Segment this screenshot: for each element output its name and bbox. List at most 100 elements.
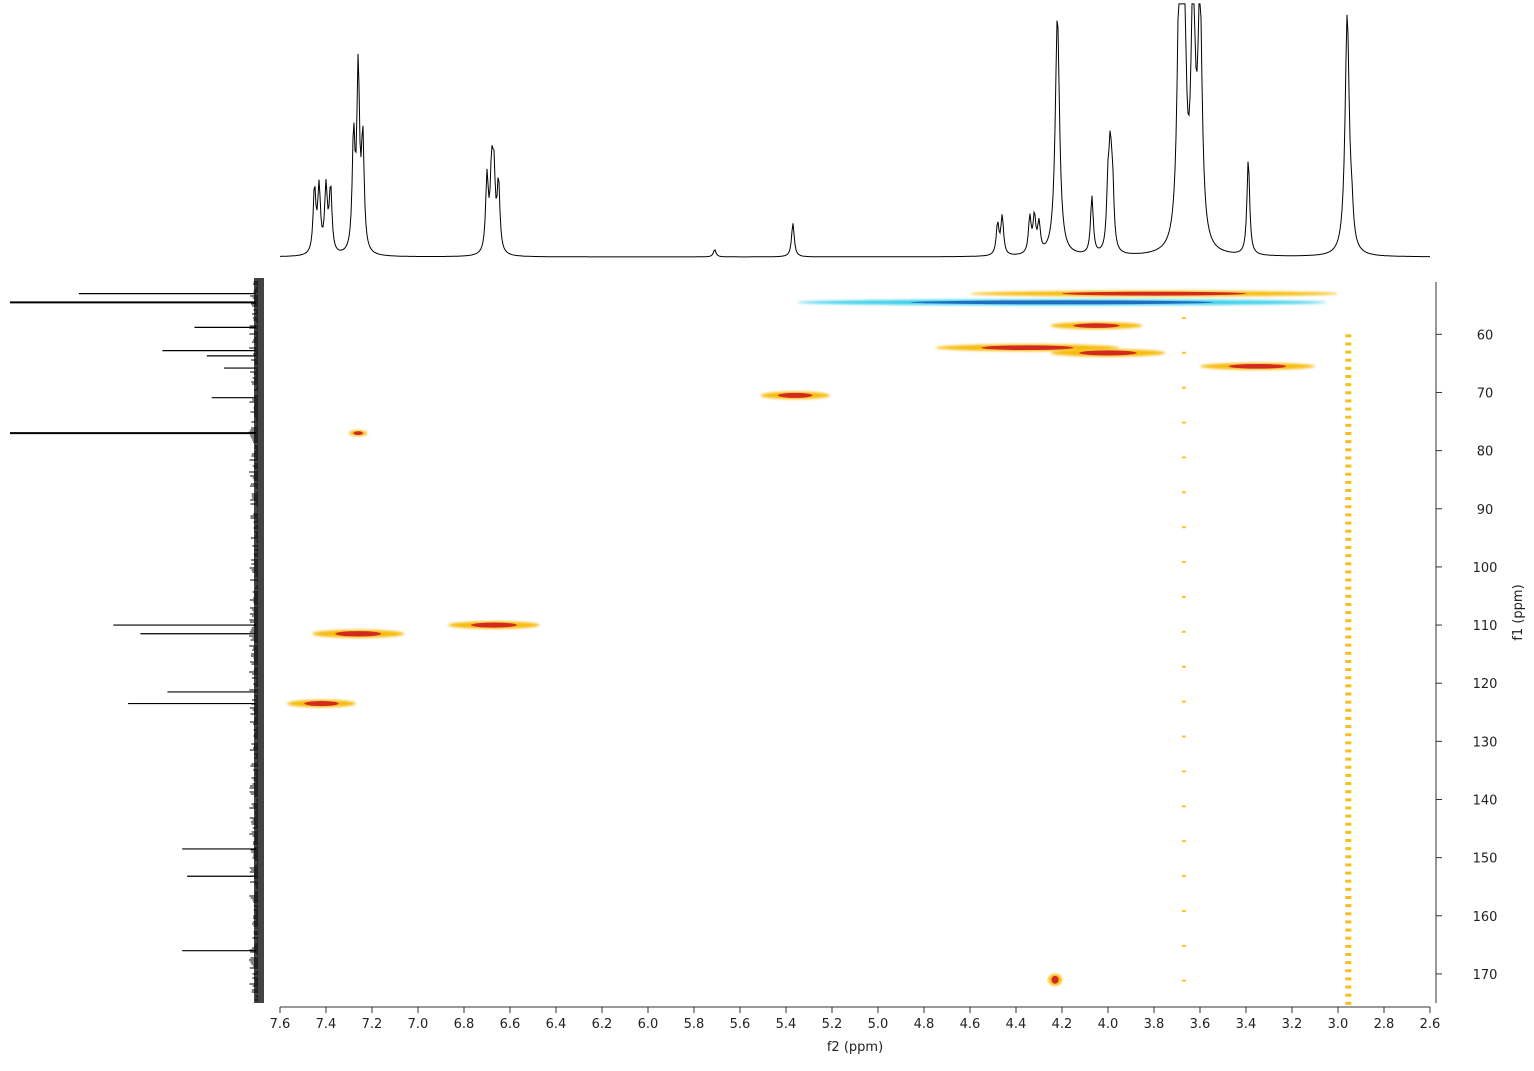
cross-peak-core — [353, 431, 363, 436]
x-tick-label: 6.8 — [454, 1017, 475, 1032]
t1-noise-dash — [1345, 578, 1352, 582]
cross-peak-core — [1228, 363, 1287, 369]
t1-noise-dash — [1345, 733, 1352, 737]
t1-noise-dash — [1345, 871, 1352, 875]
cross-peak — [1048, 973, 1062, 986]
t1-noise-dash — [1345, 659, 1352, 663]
t1-noise-dash — [1345, 375, 1352, 379]
t1-noise-dash — [1345, 822, 1352, 826]
x-tick-label: 3.2 — [1282, 1017, 1303, 1032]
t1-noise-dash — [1345, 513, 1352, 517]
t1-noise-dash — [1345, 676, 1352, 680]
t1-noise-dash — [1345, 684, 1352, 688]
x-tick-label: 5.2 — [822, 1017, 843, 1032]
t1-noise-dot — [1181, 735, 1186, 738]
t1-noise-dash — [1345, 472, 1352, 476]
t1-noise-dash — [1345, 928, 1352, 932]
t1-noise-dash — [1345, 830, 1352, 834]
cross-peak-core — [1073, 323, 1120, 328]
cross-peak — [935, 344, 1120, 352]
x-tick-label: 4.6 — [960, 1017, 981, 1032]
t1-noise-dash — [1345, 969, 1352, 973]
x-tick-label: 6.0 — [638, 1017, 659, 1032]
t1-noise-dash — [1345, 692, 1352, 696]
t1-noise-dash — [1345, 521, 1352, 525]
t1-noise-dash — [1345, 594, 1352, 598]
y-tick-label: 120 — [1473, 677, 1498, 692]
t1-noise-dot — [1181, 840, 1186, 843]
left-13c-projection — [10, 278, 264, 1003]
t1-noise-dash — [1345, 651, 1352, 655]
x-tick-label: 4.4 — [1006, 1017, 1027, 1032]
t1-noise-dash — [1345, 611, 1352, 615]
x-tick-label: 6.6 — [500, 1017, 521, 1032]
t1-noise-dash — [1345, 790, 1352, 794]
t1-noise-dash — [1345, 765, 1352, 769]
x-tick-label: 3.4 — [1236, 1017, 1257, 1032]
t1-noise-dash — [1345, 537, 1352, 541]
1h-spectrum-trace — [280, 3, 1430, 258]
x-tick-label: 3.8 — [1144, 1017, 1165, 1032]
cross-peak — [447, 621, 540, 629]
cross-peak-core — [1062, 291, 1246, 296]
t1-noise-dot — [1181, 665, 1186, 668]
t1-noise-dot — [1181, 595, 1186, 598]
t1-noise-dash — [1345, 488, 1352, 492]
t1-noise-dot — [1181, 770, 1186, 773]
t1-noise-dash — [1345, 562, 1352, 566]
x-axis: 7.6 7.4 7.2 7.0 6.8 6.6 6.4 6.2 6.0 5.8 5.6 5.4 5.2 5… — [270, 1006, 1440, 1032]
y-tick-label: 160 — [1473, 910, 1498, 925]
t1-noise-dot — [1181, 944, 1186, 947]
x-tick-label: 4.2 — [1052, 1017, 1073, 1032]
x-axis-title: f2 (ppm) — [827, 1040, 883, 1055]
y-tick-label: 70 — [1477, 386, 1494, 401]
x-tick-label: 7.4 — [316, 1017, 337, 1032]
t1-noise-dash — [1345, 839, 1352, 843]
y-tick-label: 110 — [1473, 619, 1498, 634]
t1-noise-dash — [1345, 920, 1352, 924]
x-tick-label: 3.6 — [1190, 1017, 1211, 1032]
t1-noise-dash — [1345, 773, 1352, 777]
cross-peak-core — [910, 300, 1214, 305]
t1-noise-dash — [1345, 847, 1352, 851]
x-tick-label: 5.8 — [684, 1017, 705, 1032]
t1-noise-dot — [1181, 526, 1186, 529]
t1-noise-dash — [1345, 456, 1352, 460]
cross-peak — [286, 699, 356, 708]
y-tick-label: 140 — [1473, 793, 1498, 808]
t1-noise-dash — [1345, 798, 1352, 802]
x-tick-label: 2.8 — [1374, 1017, 1395, 1032]
t1-noise-dash — [1345, 993, 1352, 997]
t1-noise-dot — [1181, 351, 1186, 354]
t1-noise-dash — [1345, 806, 1352, 810]
t1-noise-dash — [1345, 635, 1352, 639]
t1-noise-dot — [1181, 979, 1186, 982]
t1-noise-dash — [1345, 480, 1352, 484]
t1-noise-dash — [1345, 887, 1352, 891]
t1-noise-dash — [1345, 545, 1352, 549]
y-tick-label: 60 — [1477, 328, 1494, 343]
y-tick-label: 90 — [1477, 503, 1494, 518]
t1-noise-dash — [1345, 350, 1352, 354]
t1-noise-dash — [1345, 366, 1352, 370]
t1-noise-dash — [1345, 863, 1352, 867]
t1-noise-dash — [1345, 432, 1352, 436]
x-tick-label: 6.2 — [592, 1017, 613, 1032]
x-tick-label: 5.0 — [868, 1017, 889, 1032]
t1-noise-dash — [1345, 407, 1352, 411]
t1-noise-dash — [1345, 725, 1352, 729]
cross-peak — [970, 290, 1338, 297]
top-1h-projection — [280, 3, 1430, 258]
t1-noise-dot — [1181, 875, 1186, 878]
t1-noise-dash — [1345, 936, 1352, 940]
y-axis: 60 70 80 90 100 110 120 130 140 150 160 170 — [1435, 282, 1498, 1003]
t1-noise-dash — [1345, 716, 1352, 720]
cross-peak-core — [470, 622, 517, 628]
t1-noise-dash — [1345, 448, 1352, 452]
x-tick-label: 7.2 — [362, 1017, 383, 1032]
t1-noise-dash — [1345, 879, 1352, 883]
t1-noise-dash — [1345, 944, 1352, 948]
t1-noise-dot — [1181, 630, 1186, 633]
t1-noise-dash — [1345, 383, 1352, 387]
